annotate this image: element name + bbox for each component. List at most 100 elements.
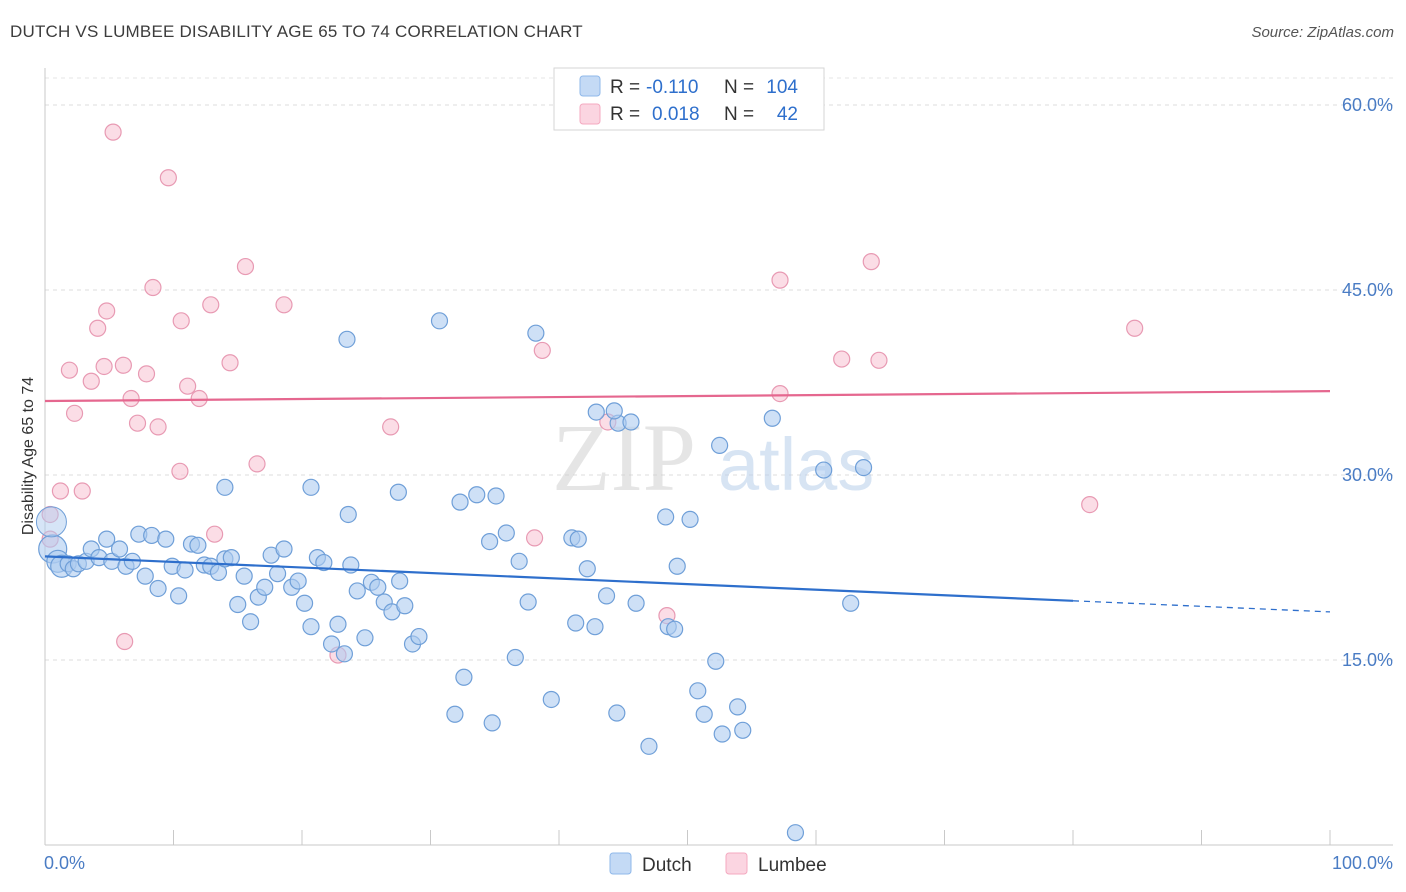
dutch-point <box>315 553 333 572</box>
dutch-point <box>586 618 604 636</box>
dutch-point <box>176 561 194 579</box>
series-legend-label-lumbee: Lumbee <box>758 855 827 876</box>
dutch-point <box>578 560 596 578</box>
lumbee-point <box>525 529 544 547</box>
dutch-point <box>713 725 731 743</box>
lumbee-point <box>137 365 156 383</box>
dutch-point <box>681 510 699 529</box>
dutch-point <box>149 579 167 598</box>
lumbee-point <box>65 404 84 422</box>
dutch-point <box>322 635 341 653</box>
lumbee-point <box>1081 496 1099 514</box>
dutch-point <box>98 530 116 548</box>
lumbee-point <box>533 341 551 360</box>
dutch-point <box>242 613 260 631</box>
dutch-point <box>666 620 684 638</box>
legend-r-label-lumbee: R = <box>610 104 640 125</box>
dutch-point <box>335 645 354 663</box>
dutch-point <box>356 629 374 647</box>
legend-n-label-dutch: N = <box>724 77 754 98</box>
dutch-point <box>506 648 524 667</box>
y-axis-label: Disability Age 65 to 74 <box>20 377 37 535</box>
lumbee-point <box>171 462 189 480</box>
dutch-point <box>854 459 873 477</box>
y-tick-label: 15.0% <box>1342 650 1393 670</box>
dutch-point <box>295 594 314 612</box>
dutch-point <box>729 698 747 716</box>
source-label: Source: ZipAtlas.com <box>1251 24 1394 41</box>
lumbee-point <box>159 169 177 187</box>
legend-n-value-lumbee: 42 <box>777 104 798 125</box>
dutch-point <box>256 578 274 596</box>
y-tick-labels: 15.0% 30.0% 45.0% 60.0% <box>1342 95 1393 670</box>
dutch-point <box>222 549 240 567</box>
dutch-point <box>446 705 464 723</box>
dutch-point <box>627 594 645 612</box>
lumbee-point <box>128 414 147 432</box>
lumbee-point <box>144 278 162 297</box>
legend-swatch-dutch <box>579 75 601 97</box>
dutch-point <box>338 330 356 348</box>
dutch-point <box>136 567 154 585</box>
lumbee-point <box>122 389 140 408</box>
dutch-point <box>410 627 428 646</box>
dutch-point <box>389 483 407 501</box>
x-ticks <box>173 830 1331 845</box>
dutch-point <box>815 461 833 479</box>
lumbee-point <box>221 354 239 372</box>
x-tick-labels: 0.0% 100.0% <box>44 853 1393 873</box>
dutch-point <box>289 572 307 590</box>
lumbee-point <box>95 357 113 376</box>
series-legend-swatch-dutch <box>609 852 632 875</box>
lumbee-point <box>248 455 266 473</box>
lumbee-point <box>382 418 400 436</box>
lumbee-point <box>172 312 190 330</box>
dutch-point <box>587 403 605 421</box>
dutch-point <box>734 721 752 739</box>
dutch-point <box>711 436 729 454</box>
dutch-point <box>35 506 67 538</box>
dutch-point <box>527 324 545 342</box>
dutch-points <box>35 312 873 842</box>
lumbee-point <box>236 257 255 276</box>
dutch-point <box>689 682 707 700</box>
dutch-point <box>348 582 366 600</box>
legend-n-label-lumbee: N = <box>724 104 754 125</box>
dutch-point <box>189 536 207 554</box>
dutch-point <box>451 493 469 511</box>
watermark: ZIP atlas <box>552 404 874 511</box>
dutch-point <box>455 668 473 686</box>
axes <box>44 68 1393 846</box>
dutch-point <box>483 714 501 732</box>
dutch-point <box>302 478 320 496</box>
dutch-point <box>640 737 658 755</box>
lumbee-point <box>82 372 100 390</box>
dutch-trend-line <box>44 555 1074 602</box>
lumbee-point <box>60 361 79 379</box>
lumbee-point <box>275 296 293 314</box>
series-legend: Dutch Lumbee <box>609 852 827 876</box>
dutch-point <box>339 505 357 524</box>
dutch-point <box>519 593 537 611</box>
dutch-point <box>468 486 486 504</box>
watermark-atlas: atlas <box>718 423 874 506</box>
legend-r-value-lumbee: 0.018 <box>652 104 700 125</box>
trend-lines <box>44 390 1331 613</box>
x-tick-label-max: 100.0% <box>1332 853 1393 873</box>
lumbee-point <box>104 123 122 141</box>
dutch-trend-extension <box>1072 600 1331 613</box>
correlation-legend: R = -0.110 N = 104 R = 0.018 N = 42 <box>553 67 825 131</box>
legend-n-value-dutch: 104 <box>766 77 798 98</box>
dutch-point <box>542 690 560 709</box>
lumbee-point <box>51 482 70 500</box>
x-tick-label-min: 0.0% <box>44 853 85 873</box>
lumbee-point <box>202 296 220 314</box>
dutch-point <box>430 312 449 330</box>
lumbee-point <box>833 350 851 368</box>
lumbee-point <box>116 632 134 651</box>
y-tick-label: 45.0% <box>1342 280 1393 300</box>
dutch-point <box>235 567 253 585</box>
lumbee-point <box>114 356 132 374</box>
dutch-point <box>510 552 528 570</box>
